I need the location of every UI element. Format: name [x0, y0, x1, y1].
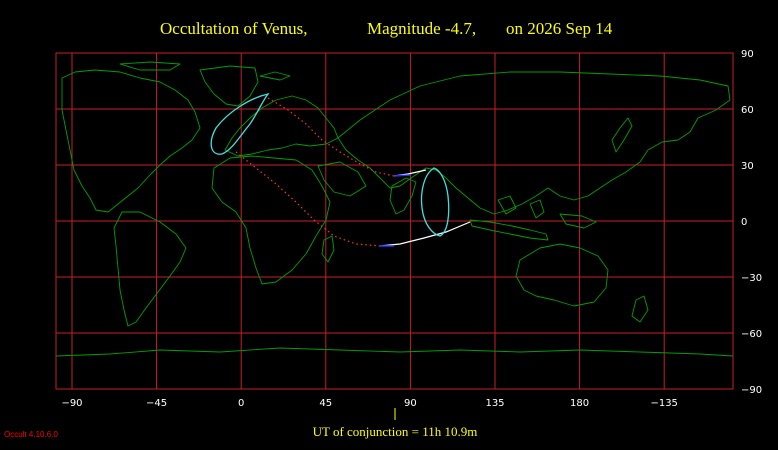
longitude-tick-label: −45 [146, 398, 167, 409]
coast-asia [337, 71, 731, 215]
northern-limit-line [267, 97, 395, 177]
latitude-tick-label: −90 [741, 385, 762, 396]
latitude-tick-label: 30 [741, 161, 754, 172]
central-line-north [393, 174, 411, 177]
world-coastlines [55, 61, 734, 357]
coast-arabia [317, 161, 367, 197]
title-magnitude: Magnitude -4.7, [367, 19, 476, 38]
coast-greenland [199, 65, 259, 107]
longitude-tick-label: 0 [238, 398, 244, 409]
occultation-paths [210, 92, 471, 247]
longitude-tick-label: −90 [61, 398, 82, 409]
title-date: on 2026 Sep 14 [506, 19, 613, 38]
coast-new-zealand [631, 295, 649, 323]
longitude-tick-label: 45 [319, 398, 332, 409]
longitude-tick-label: 90 [404, 398, 417, 409]
longitude-tick-label: 135 [485, 398, 504, 409]
version-label: Occult 4.10.6.0 [4, 430, 58, 439]
conjunction-label: UT of conjunction = 11h 10.9m [313, 424, 478, 439]
longitude-tick-label: −135 [650, 398, 677, 409]
latitude-tick-label: 90 [741, 49, 754, 60]
latitude-tick-label: −60 [741, 329, 762, 340]
latitude-tick-label: −30 [741, 273, 762, 284]
coast-south-america [113, 211, 187, 327]
coast-arctic-islands [119, 61, 291, 81]
sun-limit-loop-east [420, 167, 450, 237]
longitude-tick-label: 180 [570, 398, 589, 409]
latitude-tick-label: 60 [741, 105, 754, 116]
southern-limit-visible [379, 221, 471, 247]
coast-madagascar [321, 235, 335, 263]
southern-limit-line [235, 151, 381, 247]
coast-india [389, 177, 417, 215]
coast-indonesia [469, 195, 597, 241]
sun-limit-loop-west [210, 92, 270, 155]
latitude-tick-label: 0 [741, 217, 747, 228]
title-object: Occultation of Venus, [160, 19, 307, 38]
latitude-labels: 90 60 30 0 −30 −60 −90 [741, 49, 762, 396]
coast-australia [515, 243, 609, 307]
coast-europe [224, 95, 339, 157]
longitude-labels: −90 −45 0 45 90 135 180 −135 [61, 398, 677, 409]
coast-africa [211, 155, 331, 285]
coast-antarctica [55, 347, 734, 357]
coast-north-america [61, 69, 201, 213]
coast-japan [611, 117, 633, 153]
